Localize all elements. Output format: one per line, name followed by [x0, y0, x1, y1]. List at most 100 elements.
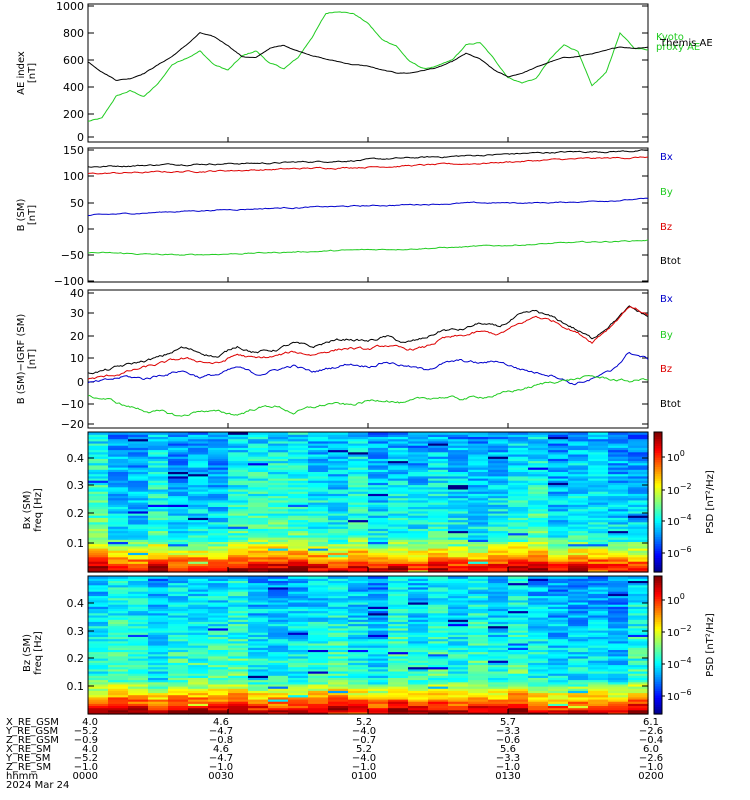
spectrogram-cell [288, 612, 309, 616]
spectrogram-cell [88, 593, 109, 597]
spectrogram-cell [228, 651, 249, 655]
spectrogram-cell [88, 675, 109, 678]
spectrogram-cell [268, 606, 289, 609]
spectrogram-cell [108, 521, 129, 525]
spectrogram-cell [148, 493, 169, 497]
spectrogram-cell [488, 477, 509, 481]
spectrogram-cell [128, 539, 149, 542]
spectrogram-cell [368, 698, 389, 702]
spectrogram-cell [628, 578, 649, 581]
spectrogram-cell [288, 508, 309, 512]
spectrogram-cell [588, 493, 609, 497]
spectrogram-cell [188, 484, 209, 488]
spectrogram-cell [628, 621, 649, 625]
spectrogram-cell [248, 537, 269, 540]
spectrogram-cell [308, 526, 329, 529]
spectrogram-cell [288, 453, 309, 457]
spectrogram-cell [408, 688, 429, 691]
spectrogram-cell [148, 692, 169, 696]
spectrogram-cell [228, 473, 249, 477]
spectrogram-cell [368, 660, 389, 663]
spectrogram-cell [448, 534, 469, 538]
spectrogram-cell [108, 604, 129, 607]
spectrogram-cell [468, 442, 489, 446]
spectrogram-cell [568, 634, 589, 637]
spectrogram-cell [548, 703, 569, 706]
spectrogram-cell [148, 558, 169, 562]
spectrogram-cell [228, 502, 249, 505]
spectrogram-cell [188, 645, 209, 648]
spectrogram-cell [608, 552, 629, 556]
panel-2-ytick-label: −100 [54, 275, 84, 288]
spectrogram-cell [188, 599, 209, 603]
spectrogram-cell [508, 694, 529, 698]
spectrogram-cell [488, 640, 509, 644]
panel-3-ytick-label: 30 [70, 307, 84, 320]
spectrogram-cell [168, 438, 189, 442]
spectrogram-cell [168, 673, 189, 676]
spectrogram-cell [248, 521, 269, 525]
spectrogram-cell [448, 569, 469, 573]
spectrogram-cell [568, 519, 589, 523]
spectrogram-cell [588, 703, 609, 706]
spectrogram-cell [308, 711, 329, 715]
spectrogram-cell [248, 612, 269, 616]
spectrogram-cell [508, 634, 529, 637]
colorbar-tick-label: 100 [667, 449, 685, 464]
spectrogram-cell [328, 471, 349, 475]
spectrogram-cell [228, 471, 249, 475]
spectrogram-cell [488, 664, 509, 668]
spectrogram-cell [528, 660, 549, 663]
spectrogram-cell [168, 495, 189, 499]
spectrogram-cell [168, 694, 189, 698]
spectrogram-cell [608, 510, 629, 514]
spectrogram-cell [228, 506, 249, 510]
spectrogram-cell [228, 670, 249, 674]
spectrogram-cell [388, 664, 409, 668]
spectrogram-cell [288, 642, 309, 646]
spectrogram-cell [88, 440, 109, 444]
spectrogram-cell [488, 647, 509, 650]
spectrogram-cell [508, 449, 529, 453]
spectrogram-cell [228, 456, 249, 459]
spectrogram-cell [488, 698, 509, 702]
spectrogram-cell [488, 677, 509, 681]
colorbar-segment [654, 677, 662, 681]
spectrogram-cell [248, 591, 269, 594]
spectrogram-cell [628, 606, 649, 609]
spectrogram-cell [468, 471, 489, 475]
spectrogram-cell [608, 469, 629, 472]
spectrogram-cell [288, 530, 309, 534]
spectrogram-cell [168, 655, 189, 659]
spectrogram-cell [308, 502, 329, 505]
spectrogram-cell [348, 675, 369, 678]
spectrogram-cell [588, 449, 609, 453]
spectrogram-cell [208, 627, 229, 631]
spectrogram-cell [408, 545, 429, 549]
spectrogram-cell [368, 534, 389, 538]
spectrogram-cell [128, 462, 149, 466]
legend-label-bz: Bz [660, 364, 672, 375]
spectrogram-cell [408, 686, 429, 689]
spectrogram-cell [388, 604, 409, 607]
spectrogram-cell [428, 449, 449, 453]
spectrogram-cell [568, 696, 589, 700]
colorbar-segment [654, 506, 662, 510]
spectrogram-cell [248, 495, 269, 499]
spectrogram-cell [288, 668, 309, 672]
spectrogram-cell [168, 595, 189, 599]
spectrogram-cell [348, 436, 369, 440]
spectrogram-cell [508, 440, 529, 444]
spectrogram-cell [288, 634, 309, 637]
spectrogram-cell [108, 597, 129, 601]
spectrogram-cell [508, 563, 529, 567]
spectrogram-cell [208, 565, 229, 569]
spectrogram-cell [348, 681, 369, 685]
spectrogram-cell [428, 636, 449, 640]
spectrogram-cell [168, 610, 189, 614]
spectrogram-cell [448, 545, 469, 549]
spectrogram-cell [348, 638, 369, 642]
spectrogram-cell [248, 642, 269, 646]
spectrogram-cell [368, 619, 389, 622]
spectrogram-cell [288, 484, 309, 488]
